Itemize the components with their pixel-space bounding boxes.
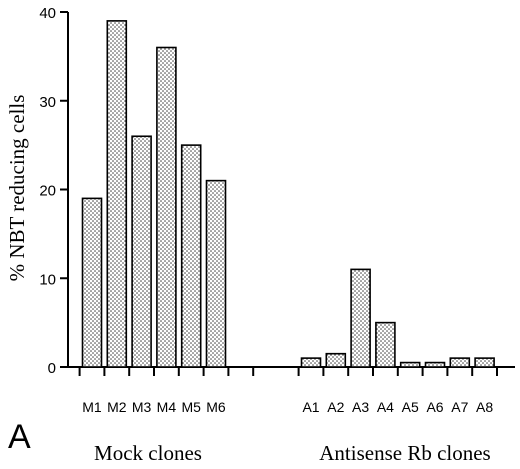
bar-a8 — [474, 357, 495, 368]
bar-m6 — [205, 179, 227, 368]
group-label-mock-clones: Mock clones — [94, 441, 202, 465]
y-tick-label: 0 — [48, 360, 56, 377]
bar-m4 — [156, 46, 177, 368]
x-ticks: M1 M2 M3 M4 M5 M6 A1 A2 A3 A4 A5 A6 A7 A8 — [78, 367, 498, 415]
panel-label: A — [8, 418, 31, 456]
x-tick-label-a4: A4 — [377, 399, 394, 415]
bar-a4 — [375, 321, 396, 368]
group-label-antisense-rb-clones: Antisense Rb clones — [319, 441, 490, 465]
x-tick-label-m3: M3 — [132, 399, 152, 415]
y-tick-label: 10 — [39, 271, 56, 288]
bar-a3 — [350, 268, 371, 368]
x-tick-label-a1: A1 — [302, 399, 319, 415]
bar-m3 — [131, 135, 152, 368]
x-tick-label-a7: A7 — [451, 399, 468, 415]
bar-m2 — [106, 20, 128, 368]
x-tick-label-a8: A8 — [476, 399, 493, 415]
x-tick-label-m6: M6 — [206, 399, 226, 415]
x-tick-label-m1: M1 — [82, 399, 102, 415]
x-tick-label-a5: A5 — [402, 399, 419, 415]
y-axis-label: % NBT reducing cells — [5, 95, 29, 282]
y-tick-label: 30 — [39, 94, 56, 111]
y-tick-label: 20 — [39, 183, 56, 200]
x-tick-label-m2: M2 — [107, 399, 127, 415]
x-tick-label-a6: A6 — [426, 399, 443, 415]
x-tick-label-m5: M5 — [181, 399, 201, 415]
bar-a7 — [449, 357, 471, 368]
bar-a6 — [424, 361, 446, 368]
x-tick-label-m4: M4 — [157, 399, 177, 415]
bar-a5 — [399, 361, 421, 368]
x-tick-label-a2: A2 — [327, 399, 344, 415]
bar-m1 — [81, 197, 103, 368]
bar-a1 — [300, 357, 322, 368]
x-tick-label-a3: A3 — [352, 399, 369, 415]
bar-a2 — [325, 352, 347, 368]
bars — [81, 20, 495, 368]
y-tick-label: 40 — [39, 5, 56, 22]
bar-m5 — [180, 144, 202, 368]
y-ticks: 0 10 20 30 40 — [39, 5, 68, 377]
